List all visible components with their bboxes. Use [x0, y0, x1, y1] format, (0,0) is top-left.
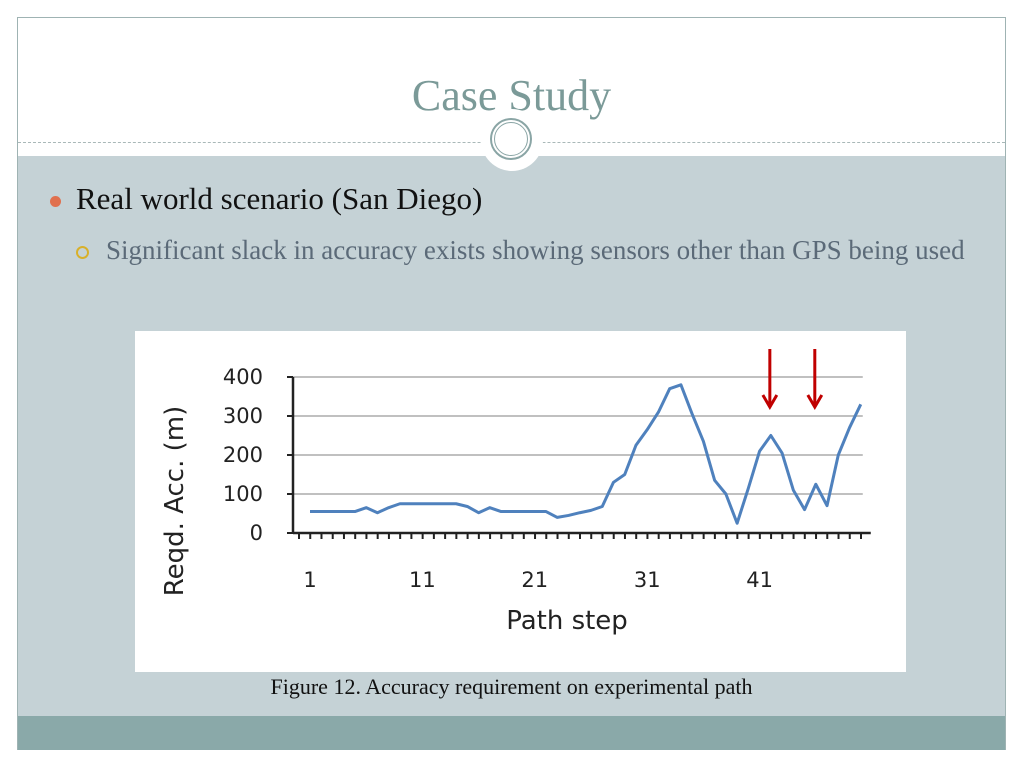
svg-text:11: 11	[409, 568, 436, 592]
svg-text:0: 0	[250, 521, 263, 545]
bullet-dot-icon	[50, 196, 61, 207]
svg-text:300: 300	[223, 404, 263, 428]
divider-inner-ring-icon	[494, 122, 528, 156]
footer-band	[18, 716, 1005, 750]
svg-text:Path step: Path step	[506, 606, 628, 636]
svg-text:21: 21	[521, 568, 548, 592]
svg-text:41: 41	[746, 568, 773, 592]
svg-text:400: 400	[223, 365, 263, 389]
svg-text:100: 100	[223, 482, 263, 506]
svg-text:31: 31	[634, 568, 661, 592]
slide: Case Study Real world scenario (San Dieg…	[17, 17, 1006, 750]
bullet-level1: Real world scenario (San Diego)	[76, 181, 483, 216]
svg-text:200: 200	[223, 443, 263, 467]
divider-ring-icon	[490, 118, 532, 160]
figure-caption: Figure 12. Accuracy requirement on exper…	[270, 674, 753, 699]
bullet-ring-icon	[76, 246, 89, 259]
svg-text:Reqd. Acc. (m): Reqd. Acc. (m)	[160, 406, 190, 597]
bullet-level2: Significant slack in accuracy exists sho…	[106, 235, 965, 265]
chart: 0 100 200 300 400 1 11 21 31 41 Path step Reqd. Acc…	[135, 331, 906, 672]
svg-text:1: 1	[303, 568, 316, 592]
